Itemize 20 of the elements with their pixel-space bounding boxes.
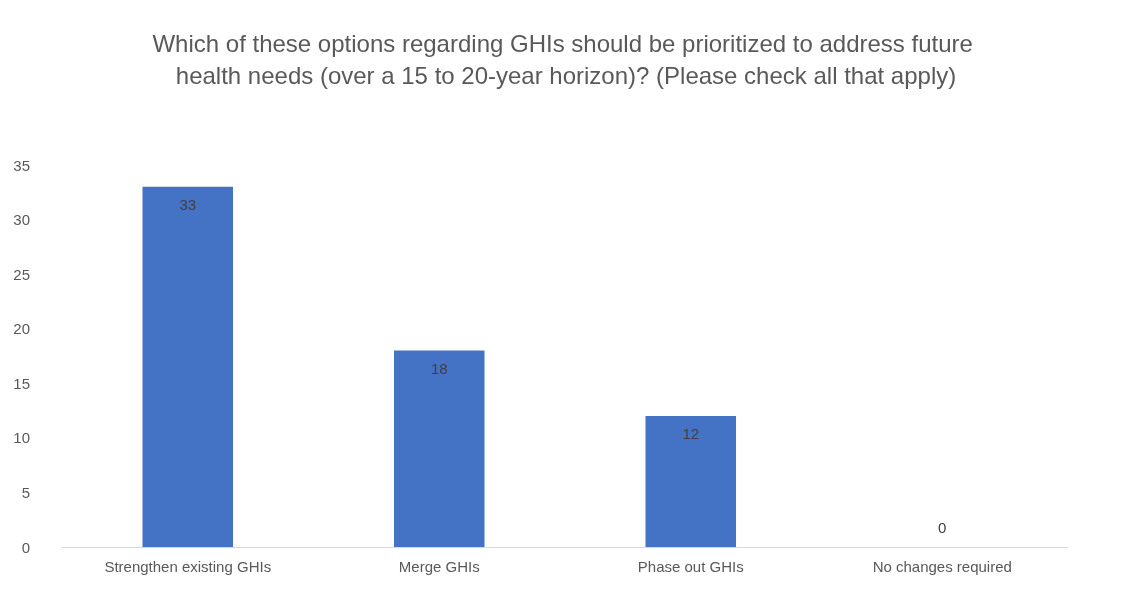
x-tick-label: No changes required <box>872 558 1012 575</box>
bar <box>645 416 737 547</box>
x-tick-label: Strengthen existing GHIs <box>104 558 272 575</box>
y-tick-label: 30 <box>13 211 30 229</box>
data-label: 33 <box>179 195 197 213</box>
data-label: 12 <box>682 425 700 443</box>
data-label: 0 <box>938 519 947 536</box>
y-tick-label: 15 <box>13 374 30 392</box>
x-tick-label: Merge GHIs <box>398 558 480 575</box>
data-label: 18 <box>430 359 448 377</box>
y-tick-label: 20 <box>13 320 30 338</box>
y-tick-label: 0 <box>21 538 30 556</box>
chart-title: Which of these options regarding GHIs should be prioritized to address future health needs (over a 15 to 20-year horizon)? (Please check all that apply) <box>152 29 980 89</box>
y-tick-label: 35 <box>13 156 30 174</box>
y-tick-label: 10 <box>13 429 30 447</box>
bar <box>393 350 485 547</box>
x-tick-label: Phase out GHIs <box>637 558 744 575</box>
y-tick-label: 25 <box>13 265 30 283</box>
y-tick-label: 5 <box>21 483 30 501</box>
bar <box>142 186 234 547</box>
